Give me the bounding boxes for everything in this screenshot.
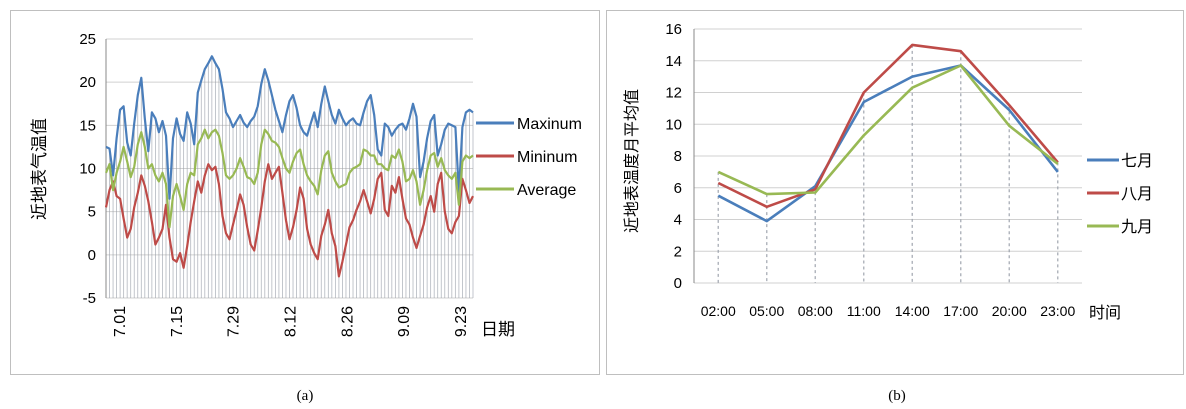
x-tick-label: 08:00 [798,303,833,319]
chart-b: 0 2 4 6 8 10 12 14 16 02:00 05:00 08:00 11:00 14:00 17… [623,21,1153,322]
chart-a: -5 0 5 10 15 20 25 7.01 7.15 7.29 8.12 8.26 9.09 9.23… [30,31,582,339]
y-tick-label: 15 [79,117,96,134]
series-line-series-3 [717,64,1059,196]
x-tick-label: 8.12 [283,306,300,337]
x-tick-label: 7.15 [169,306,186,337]
caption-a: (a) [296,388,314,404]
legend-label-series-2: 八月 [1121,186,1153,203]
series-line-average [104,128,474,229]
x-tick-label: 14:00 [895,303,930,319]
y-tick-label: 0 [674,275,682,292]
legend-label-average: Average [517,182,576,199]
legend-label-maxinum: Maxinum [517,116,582,133]
y-tick-label: 25 [79,31,96,48]
y-tick-label: 4 [674,212,682,229]
x-tick-label: 7.29 [226,306,243,337]
y-axis-label: 近地表温度月平均值 [623,89,641,233]
x-tick-label: 02:00 [701,303,736,319]
x-tick-label: 17:00 [943,303,978,319]
caption-b: (b) [888,388,906,404]
x-tick-label: 9.09 [396,306,413,337]
x-axis-label: 时间 [1089,304,1121,322]
x-tick-label: 7.01 [112,306,129,337]
series-line-series-2 [717,43,1059,209]
y-tick-label: 0 [88,247,96,264]
x-tick-label: 8.26 [339,306,356,337]
y-tick-label: 6 [674,180,682,197]
x-tick-label: 23:00 [1040,303,1075,319]
chart-b-panel: 0 2 4 6 8 10 12 14 16 02:00 05:00 08:00 11:00 14:00 17… [606,10,1184,375]
x-tick-label: 11:00 [847,303,881,319]
x-tick-label: 05:00 [749,303,784,319]
chart-a-panel: -5 0 5 10 15 20 25 7.01 7.15 7.29 8.12 8.26 9.09 9.23… [10,10,600,375]
x-axis-label: 日期 [481,320,515,339]
y-tick-label: 12 [665,85,682,102]
x-tick-label: 20:00 [992,303,1027,319]
y-axis-label: 近地表气温值 [30,118,49,220]
series-line-mininum [104,163,474,278]
x-tick-label: 9.23 [453,306,470,337]
legend-label-series-3: 九月 [1121,218,1153,236]
y-tick-label: 5 [88,204,96,221]
y-tick-label: 14 [665,53,682,70]
y-tick-label: 10 [79,161,96,178]
legend-label-mininum: Mininum [517,149,577,166]
y-tick-label: 8 [674,148,682,165]
y-tick-label: 16 [665,21,682,38]
y-tick-label: -5 [83,290,96,307]
series-line-maxinum [105,55,474,200]
legend-label-series-1: 七月 [1121,152,1153,170]
y-tick-label: 10 [665,116,682,133]
series-line-series-1 [717,64,1059,223]
y-tick-label: 2 [674,243,682,260]
y-tick-label: 20 [79,74,96,91]
